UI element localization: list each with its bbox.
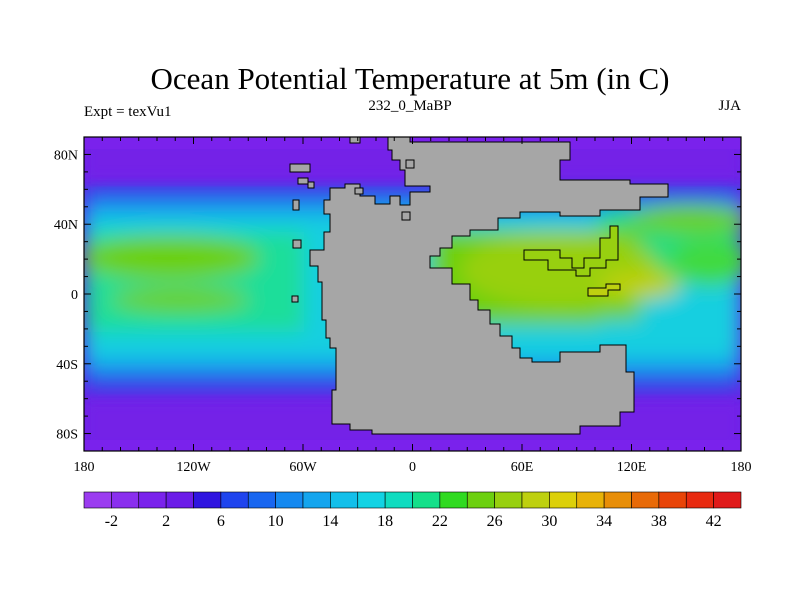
colorbar-swatch — [521, 491, 550, 509]
inland-sea-south — [587, 283, 621, 297]
island — [289, 163, 311, 173]
inland-sea — [523, 225, 619, 277]
y-tick-label: 40S — [56, 358, 78, 373]
x-tick-label: 120W — [176, 460, 211, 475]
y-tick-label: 0 — [71, 288, 78, 303]
colorbar-label: 10 — [268, 513, 284, 530]
colorbar-swatch — [603, 491, 632, 509]
x-tick-label: 120E — [617, 460, 647, 475]
colorbar-label: 42 — [706, 513, 722, 530]
colorbar-swatch — [111, 491, 140, 509]
x-tick-label: 60W — [289, 460, 317, 475]
colorbar-swatch — [330, 491, 359, 509]
y-tick-label: 40N — [54, 218, 78, 233]
colorbar: -2 2 6 10 14 18 22 26 30 34 38 42 — [83, 491, 742, 530]
colorbar-swatch — [549, 491, 578, 509]
colorbar-swatch — [576, 491, 605, 509]
colorbar-swatch — [138, 491, 167, 509]
colorbar-swatch — [713, 491, 742, 509]
colorbar-swatch — [412, 491, 441, 509]
colorbar-swatch — [247, 491, 276, 509]
colorbar-swatch — [165, 491, 194, 509]
island — [291, 295, 299, 303]
island — [297, 177, 309, 185]
colorbar-label: 26 — [487, 513, 503, 530]
colorbar-label: 18 — [377, 513, 393, 530]
x-tick-label: 180 — [74, 460, 95, 475]
colorbar-swatch — [275, 491, 304, 509]
colorbar-swatch — [83, 491, 112, 509]
island — [292, 199, 300, 211]
colorbar-label: 2 — [162, 513, 170, 530]
colorbar-swatch — [658, 491, 687, 509]
colorbar-label: -2 — [105, 513, 118, 530]
x-tick-label: 0 — [409, 460, 416, 475]
y-tick-label: 80N — [54, 148, 78, 163]
island — [354, 187, 364, 195]
colorbar-swatch — [193, 491, 222, 509]
colorbar-swatch — [384, 491, 413, 509]
island — [307, 181, 315, 189]
x-tick-label: 180 — [731, 460, 752, 475]
colorbar-swatch — [494, 491, 523, 509]
map-title: Ocean Potential Temperature at 5m (in C) — [151, 61, 670, 96]
colorbar-swatch — [466, 491, 495, 509]
land-mask — [289, 137, 669, 435]
main-continent — [309, 137, 669, 435]
x-tick-label: 60E — [511, 460, 534, 475]
island — [349, 137, 361, 144]
colorbar-swatch — [357, 491, 386, 509]
y-tick-label: 80S — [56, 428, 78, 443]
timeslice-label: 232_0_MaBP — [368, 98, 451, 114]
island — [401, 211, 411, 221]
colorbar-label: 30 — [541, 513, 557, 530]
season-label: JJA — [718, 98, 741, 114]
colorbar-swatch — [220, 491, 249, 509]
colorbar-swatch — [302, 491, 331, 509]
colorbar-swatch — [685, 491, 714, 509]
island — [405, 159, 415, 169]
colorbar-label: 14 — [322, 513, 338, 530]
colorbar-label: 34 — [596, 513, 612, 530]
colorbar-label: 6 — [217, 513, 225, 530]
colorbar-label: 22 — [432, 513, 448, 530]
axis-ticks: 180 120W 60W 0 60E 120E 180 80N 40N 0 40S 80S — [54, 136, 752, 475]
colorbar-swatch — [631, 491, 660, 509]
colorbar-label: 38 — [651, 513, 667, 530]
island — [292, 239, 302, 249]
experiment-label: Expt = texVu1 — [84, 104, 172, 120]
colorbar-swatch — [439, 491, 468, 509]
